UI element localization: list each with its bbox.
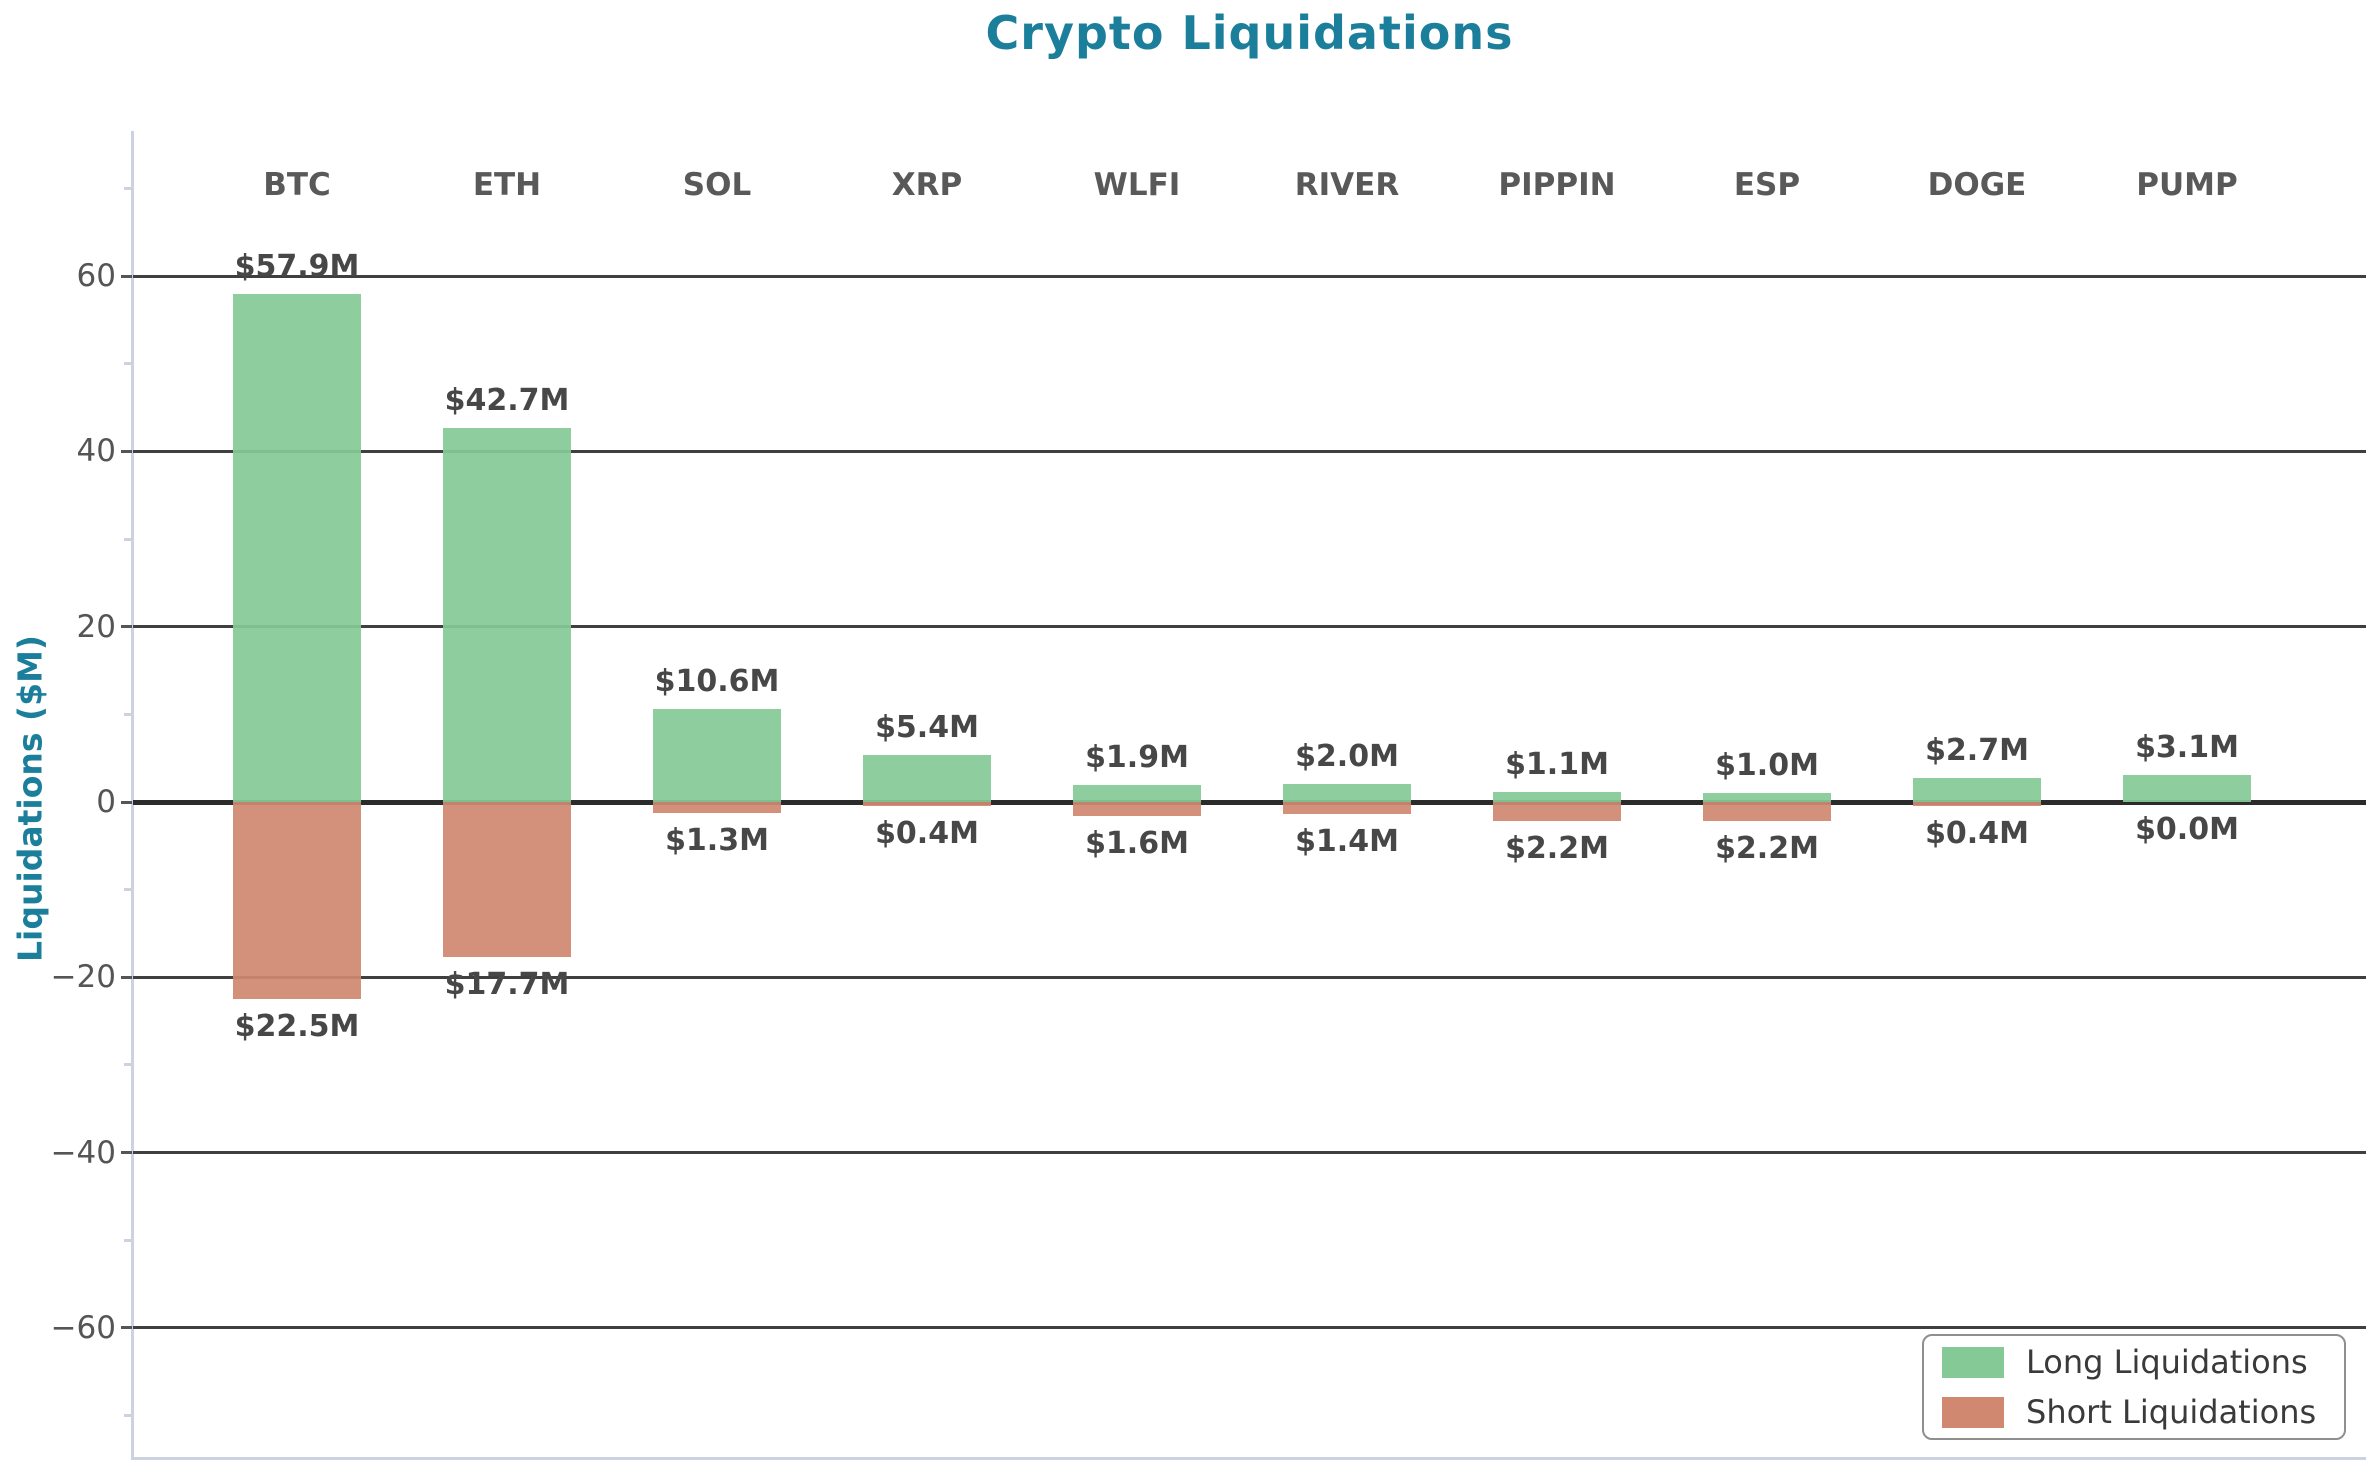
y-axis-spine [131,131,134,1459]
category-label: PIPPIN [1498,167,1616,203]
category-label: ETH [472,167,542,203]
y-minor-tick [124,888,132,892]
y-tick-label: 20 [76,608,116,645]
value-label-long: $10.6M [654,664,780,700]
y-major-tick [121,975,132,979]
bar-short [1913,802,2041,806]
value-label-short: $1.6M [1085,826,1189,862]
category-label: BTC [263,167,331,203]
y-major-tick [121,449,132,453]
bar-short [1493,802,1621,822]
value-label-long: $42.7M [444,382,570,418]
y-major-tick [121,625,132,629]
y-tick-label: 40 [76,433,116,470]
bar-long [1913,778,2041,802]
value-label-long: $1.1M [1505,747,1609,783]
value-label-short: $22.5M [234,1009,360,1045]
y-tick-label: 0 [96,784,116,820]
value-label-long: $5.4M [875,709,979,745]
bar-long [443,427,571,802]
bar-long [653,709,781,802]
legend: Long Liquidations Short Liquidations [1922,1334,2346,1440]
y-minor-tick [124,712,132,716]
bar-long [1493,792,1621,802]
plot-area: 60 40 20 0 −20 −40 −60 BTC $57.9M $22.5M ETH $42.7M… [51,131,2366,1460]
y-minor-tick [124,1414,132,1418]
value-label-short: $2.2M [1715,831,1819,867]
bar-short [233,802,361,1000]
y-major-tick [121,274,132,278]
legend-swatch-long-icon [1942,1346,2004,1378]
bar-short [1703,802,1831,822]
gridline [133,274,2366,278]
value-label-short: $0.4M [1925,815,2029,851]
gridline [133,975,2366,979]
legend-row-long: Long Liquidations [1942,1343,2326,1381]
y-tick-label: −40 [50,1134,116,1171]
legend-row-short: Short Liquidations [1942,1393,2326,1431]
legend-label-short: Short Liquidations [2026,1393,2317,1431]
value-label-long: $1.0M [1715,748,1819,784]
value-label-long: $57.9M [234,249,360,285]
bar-long [233,294,361,802]
category-label: RIVER [1294,167,1400,203]
value-label-short: $17.7M [444,967,570,1003]
category-label: ESP [1733,167,1801,203]
value-label-short: $0.4M [875,815,979,851]
value-label-long: $2.7M [1925,733,2029,769]
y-tick-label: 60 [76,258,116,295]
bar-short [863,802,991,806]
category-label: XRP [891,167,963,203]
bar-long [863,754,991,802]
chart-title: Crypto Liquidations [985,6,1514,60]
bar-short [1283,802,1411,815]
bar-long [1703,793,1831,802]
gridline [133,625,2366,629]
y-major-tick [121,1151,132,1155]
y-minor-tick [124,1238,132,1242]
value-label-short: $0.0M [2135,812,2239,847]
category-label: SOL [682,167,752,203]
category-label: DOGE [1927,167,2027,203]
category-label: PUMP [2136,167,2238,203]
y-major-tick [121,1326,132,1330]
x-axis-spine [131,1457,2366,1460]
bar-long [1073,785,1201,802]
bar-short [1073,802,1201,817]
value-label-short: $2.2M [1505,831,1609,867]
value-label-short: $1.3M [665,823,769,859]
y-minor-tick [124,537,132,541]
category-label: WLFI [1093,167,1181,203]
value-label-long: $3.1M [2135,729,2239,765]
y-tick-label: −60 [50,1309,116,1346]
bar-short [443,802,571,958]
legend-swatch-short-icon [1942,1396,2004,1428]
value-label-short: $1.4M [1295,824,1399,860]
bar-long [2123,774,2251,802]
gridline [133,1151,2366,1155]
bar-long [1283,784,1411,802]
y-minor-tick [124,186,132,190]
y-minor-tick [124,1063,132,1067]
value-label-long: $2.0M [1295,739,1399,775]
gridline [133,449,2366,453]
y-tick-label: −20 [50,959,116,996]
y-minor-tick [124,362,132,366]
value-label-long: $1.9M [1085,740,1189,776]
gridline [133,1326,2366,1330]
legend-label-long: Long Liquidations [2026,1343,2308,1381]
bar-short [653,802,781,814]
y-major-tick [121,800,132,804]
zero-gridline [133,799,2366,805]
